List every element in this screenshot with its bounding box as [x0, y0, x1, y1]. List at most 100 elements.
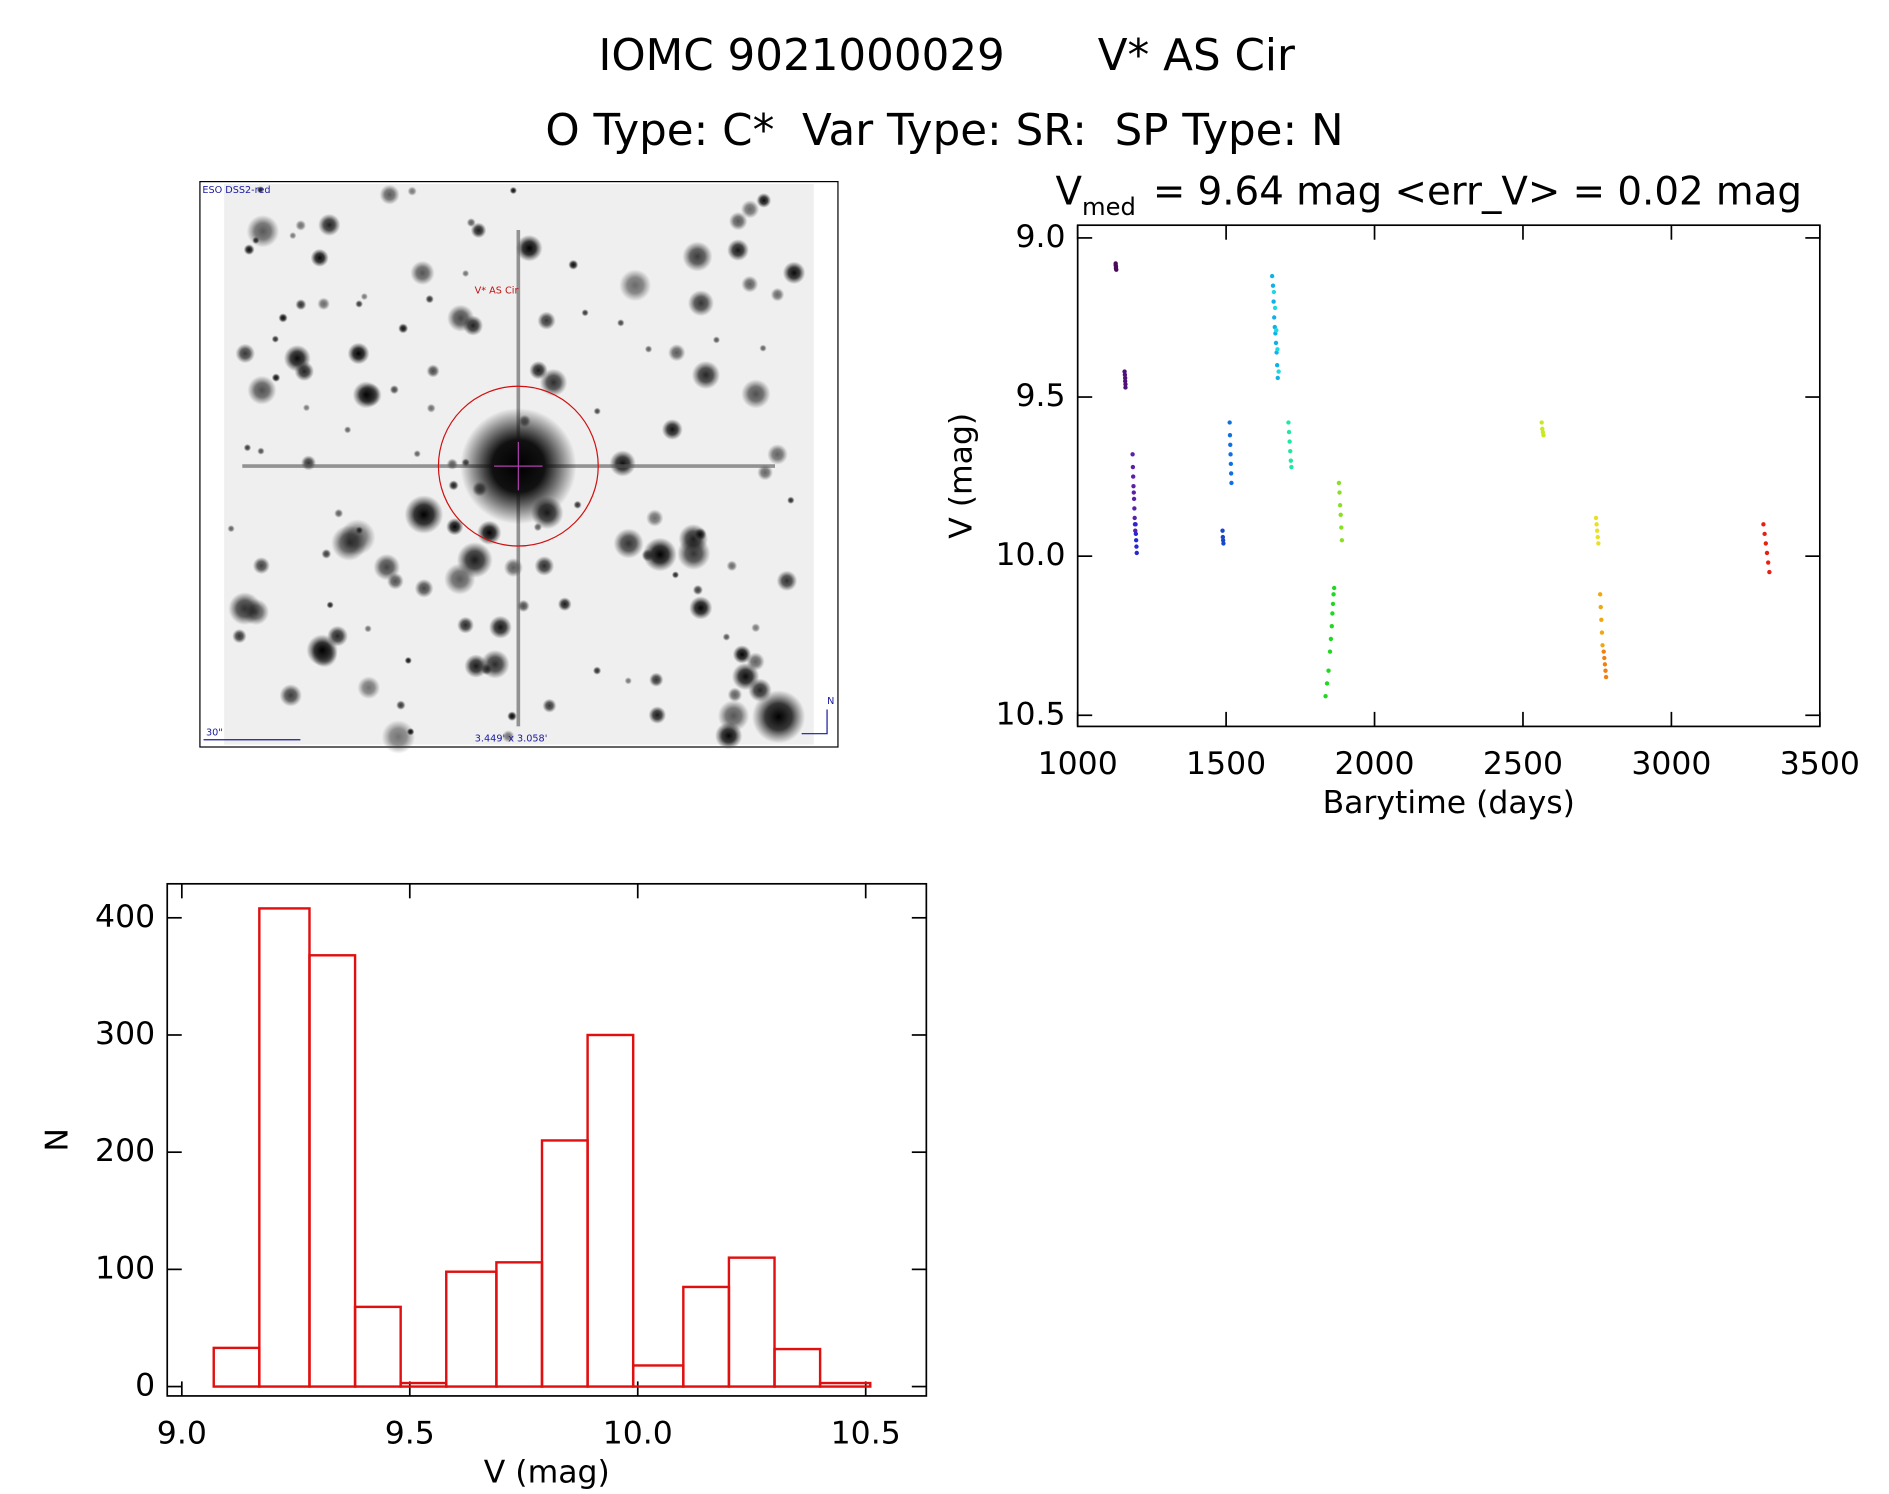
field-star — [457, 616, 474, 634]
histogram-bar — [308, 954, 357, 1388]
data-point — [1603, 674, 1609, 680]
x-tick-label: 2000 — [1334, 746, 1414, 782]
data-point — [1595, 528, 1600, 533]
survey-label: ESO DSS2-red — [202, 185, 270, 196]
data-point — [1601, 649, 1606, 654]
field-star — [722, 633, 731, 641]
chart-title: Vmed = 9.64 mag <err_V> = 0.02 mag — [1056, 169, 1802, 221]
y-tick-label: 10.0 — [995, 537, 1065, 573]
field-star — [252, 236, 260, 245]
data-point — [1339, 538, 1345, 543]
field-star — [302, 404, 311, 412]
field-star — [557, 597, 572, 612]
data-point — [1324, 681, 1330, 686]
data-point — [1133, 522, 1138, 527]
field-star — [726, 560, 738, 572]
object-name: V* AS Cir — [1098, 31, 1295, 81]
data-point — [1276, 369, 1281, 374]
field-star — [507, 711, 517, 722]
field-star — [668, 344, 686, 362]
field-star — [386, 572, 404, 590]
data-point — [1272, 315, 1277, 320]
field-star — [617, 319, 625, 327]
field-star — [613, 528, 644, 559]
data-point — [1339, 525, 1344, 530]
data-point — [1269, 273, 1275, 279]
data-point — [1336, 480, 1342, 486]
scale-label: 30" — [206, 727, 223, 738]
data-point — [1288, 448, 1293, 454]
data-point — [1131, 483, 1136, 489]
field-star — [488, 615, 512, 639]
data-point — [1541, 433, 1546, 438]
field-star — [396, 700, 406, 710]
field-star — [413, 450, 421, 458]
data-point — [1270, 283, 1276, 288]
data-point — [1275, 347, 1280, 352]
histogram-bar — [353, 1305, 402, 1388]
field-star — [787, 496, 795, 504]
data-point — [1764, 550, 1770, 556]
x-axis-label: Barytime (days) — [1323, 785, 1575, 821]
data-point — [1122, 375, 1128, 381]
target-circle — [437, 385, 599, 547]
data-point — [1274, 328, 1279, 333]
field-star — [712, 336, 721, 344]
y-tick-label: 100 — [95, 1250, 155, 1286]
field-star — [414, 578, 434, 598]
chart-title-part: = 9.64 mag <err_V> = 0.02 mag — [1153, 169, 1802, 214]
data-point — [1323, 694, 1328, 699]
data-point — [1289, 464, 1294, 470]
y-tick-label: 200 — [95, 1133, 155, 1169]
field-star — [466, 218, 476, 228]
histogram-bar — [258, 907, 311, 1388]
field-star — [573, 500, 582, 509]
data-point — [1131, 490, 1136, 495]
data-point — [1599, 630, 1605, 635]
data-point — [1134, 550, 1139, 556]
field-star — [646, 509, 664, 527]
data-point — [1602, 655, 1607, 661]
data-point — [1328, 636, 1334, 642]
data-point — [1767, 569, 1772, 575]
field-star — [252, 557, 270, 575]
data-point — [1114, 267, 1119, 272]
x-tick-label: 9.0 — [157, 1416, 207, 1452]
field-star — [256, 186, 265, 194]
histogram-bar — [586, 1033, 635, 1388]
field-star — [770, 287, 785, 302]
data-point — [1761, 522, 1766, 527]
field-star — [306, 634, 338, 666]
data-point — [1331, 592, 1336, 597]
data-point — [1271, 289, 1277, 295]
x-tick-label: 1500 — [1186, 746, 1266, 782]
data-point — [1130, 464, 1136, 470]
field-star — [691, 360, 721, 390]
field-star — [534, 556, 555, 576]
field-star — [581, 309, 589, 317]
data-point — [1593, 515, 1599, 521]
histogram-bar — [495, 1261, 544, 1388]
data-point — [1286, 429, 1292, 435]
histogram-bar — [631, 1364, 685, 1388]
field-star — [727, 239, 749, 261]
field-star — [398, 323, 409, 334]
data-point — [1287, 439, 1292, 444]
field-star — [592, 666, 602, 675]
compass — [801, 709, 828, 735]
field-star — [687, 290, 714, 317]
field-star — [227, 525, 235, 533]
x-tick-label: 1000 — [1038, 746, 1118, 782]
y-tick-label: 400 — [95, 899, 155, 935]
data-point — [1338, 512, 1343, 517]
field-star — [446, 518, 464, 536]
data-point — [1763, 541, 1768, 546]
histogram-bar — [399, 1381, 448, 1388]
chart-title-part: V — [1056, 169, 1083, 214]
field-star — [243, 244, 255, 256]
data-point — [1600, 643, 1605, 648]
data-point — [1596, 541, 1601, 546]
data-point — [1131, 496, 1137, 502]
data-point — [1123, 385, 1128, 390]
field-star — [331, 525, 367, 561]
